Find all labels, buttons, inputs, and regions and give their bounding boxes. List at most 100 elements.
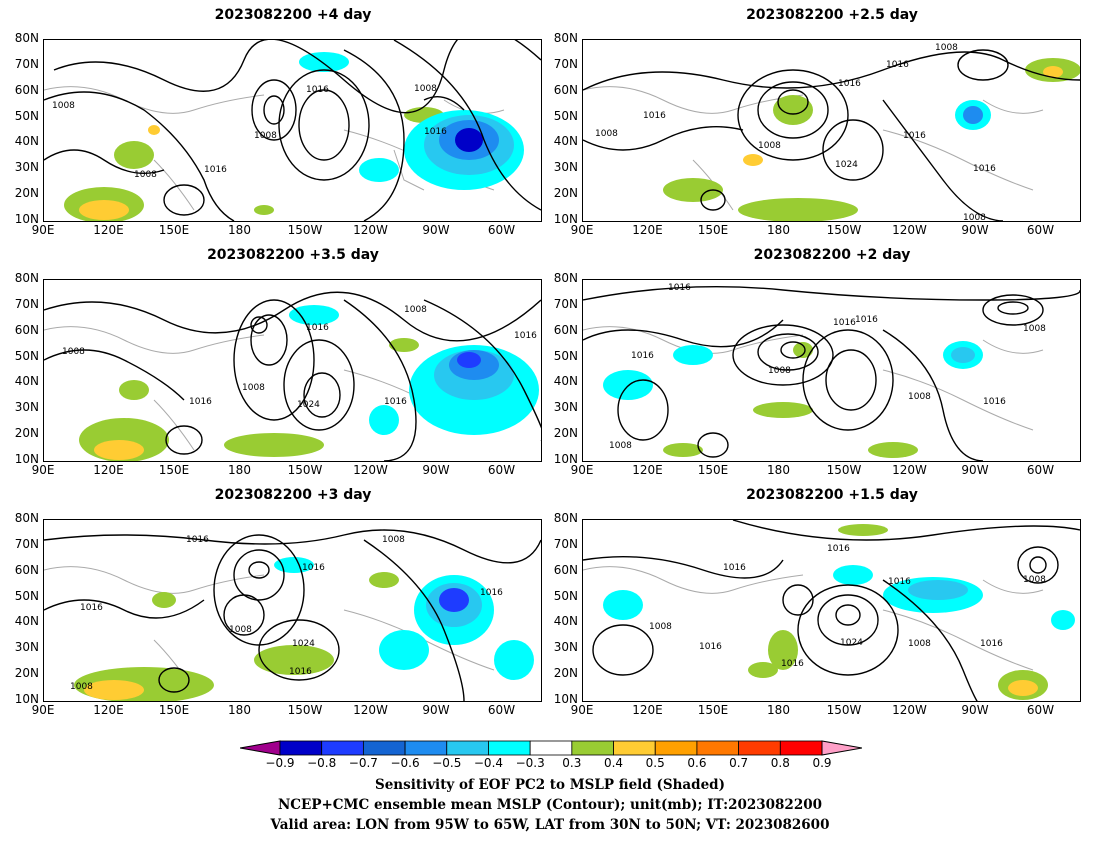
panel-title: 2023082200 +2.5 day [746,7,918,23]
lon-tick-label: 180 [228,463,251,477]
colorbar-swatch [446,740,489,756]
lat-tick-label: 40N [14,134,39,149]
contour-label: 1016 [781,659,804,669]
panel-title: 2023082200 +2 day [753,247,911,263]
lat-tick-label: 80N [553,31,578,45]
lat-tick-label: 80N [553,271,578,285]
lat-tick-label: 50N [14,108,39,123]
lon-tick-label: 150W [287,703,323,717]
lat-tick-label: 10N [553,692,578,706]
lon-tick-label: 150E [697,223,729,237]
colorbar-tick-label: 0.9 [812,756,832,770]
lat-tick-label: 10N [14,452,39,466]
contour-label: 1008 [229,625,252,635]
lat-tick-label: 60N [553,82,578,97]
lat-tick-label: 70N [14,56,39,71]
lon-tick-label: 90E [31,703,55,717]
lat-tick-label: 30N [553,640,578,655]
contour-label: 1016 [80,603,103,613]
map-panel-3: 1008 1016 1008 1008 1016 1024 1016 1016 [43,279,542,462]
colorbar-tick-label: −0.9 [265,756,295,770]
contour-label: 1008 [768,366,791,376]
lat-tick-label: 60N [14,322,39,337]
colorbar-swatch [654,740,698,756]
panel-title: 2023082200 +4 day [214,7,372,23]
contour-label: 1008 [52,101,75,111]
caption-line-3: Valid area: LON from 95W to 65W, LAT fro… [270,817,830,833]
lon-tick-label: 120W [892,703,927,717]
lat-tick-label: 70N [553,296,578,311]
colorbar-swatch [779,740,823,756]
lon-tick-label: 90W [961,223,989,237]
colorbar [239,740,863,756]
lat-tick-label: 60N [14,82,39,97]
lon-tick-label: 90E [570,463,594,477]
lon-tick-label: 150W [826,463,862,477]
contour-label: 1024 [292,639,315,649]
lon-tick-label: 150W [287,463,323,477]
lon-tick-label: 90E [31,223,55,237]
contour-label: 1016 [631,351,654,361]
lon-tick-label: 150E [158,463,190,477]
colorbar-swatch [362,740,406,756]
contour-label: 1016 [888,577,911,587]
contour-label: 1008 [414,84,437,94]
lat-tick-label: 70N [553,536,578,551]
contour-label: 1016 [186,535,209,545]
colorbar-swatch [529,740,573,756]
contour-label: 1008 [382,535,405,545]
lon-tick-label: 120E [632,463,663,477]
colorbar-tick-label: −0.8 [307,756,337,770]
lon-tick-label: 120E [93,463,124,477]
lon-tick-label: 90E [570,223,594,237]
lon-tick-label: 90W [422,463,450,477]
lon-tick-label: 120E [93,223,124,237]
contour-label: 1016 [514,331,537,341]
contour-label: 1016 [973,164,996,174]
lon-tick-label: 60W [487,703,516,717]
contour-label: 1008 [404,305,427,315]
lon-tick-label: 90W [422,703,450,717]
lon-tick-label: 120W [353,223,388,237]
lon-tick-label: 60W [487,463,516,477]
lat-tick-label: 50N [553,348,578,363]
lon-tick-label: 60W [1026,223,1055,237]
colorbar-swatch [613,740,656,756]
lon-tick-label: 120W [892,463,927,477]
panel-title: 2023082200 +1.5 day [746,487,918,503]
contour-label: 1016 [289,667,312,677]
lat-tick-label: 30N [14,160,39,175]
panel-title: 2023082200 +3.5 day [207,247,379,263]
lon-tick-label: 150E [158,223,190,237]
lat-tick-label: 40N [553,374,578,389]
lat-tick-label: 50N [553,108,578,123]
colorbar-tick-label: −0.6 [390,756,420,770]
lat-tick-label: 20N [553,186,578,201]
colorbar-swatch [738,740,781,756]
lat-tick-label: 20N [14,426,39,441]
lon-tick-label: 150E [697,463,729,477]
colorbar-tick-label: 0.7 [729,756,749,770]
colorbar-tick-label: −0.7 [348,756,378,770]
lon-tick-label: 150E [697,703,729,717]
lon-tick-label: 180 [767,463,790,477]
contour-label: 1016 [886,60,909,70]
lon-tick-label: 60W [1026,703,1055,717]
contour-label: 1016 [204,165,227,175]
lon-tick-label: 120E [93,703,124,717]
lon-tick-label: 150E [158,703,190,717]
contour-label: 1024 [297,400,320,410]
contour-label: 1016 [699,642,722,652]
lon-tick-label: 150W [287,223,323,237]
contour-label: 1016 [643,111,666,121]
lat-tick-label: 80N [553,511,578,525]
caption-line-2: NCEP+CMC ensemble mean MSLP (Contour); u… [277,797,823,813]
contour-label: 1016 [903,131,926,141]
lon-tick-label: 180 [228,703,251,717]
lat-tick-label: 30N [553,160,578,175]
colorbar-swatch [404,740,448,756]
contour-label: 1008 [62,347,85,357]
colorbar-swatch [279,740,323,756]
lon-tick-label: 60W [1026,463,1055,477]
panel-title: 2023082200 +3 day [214,487,372,503]
